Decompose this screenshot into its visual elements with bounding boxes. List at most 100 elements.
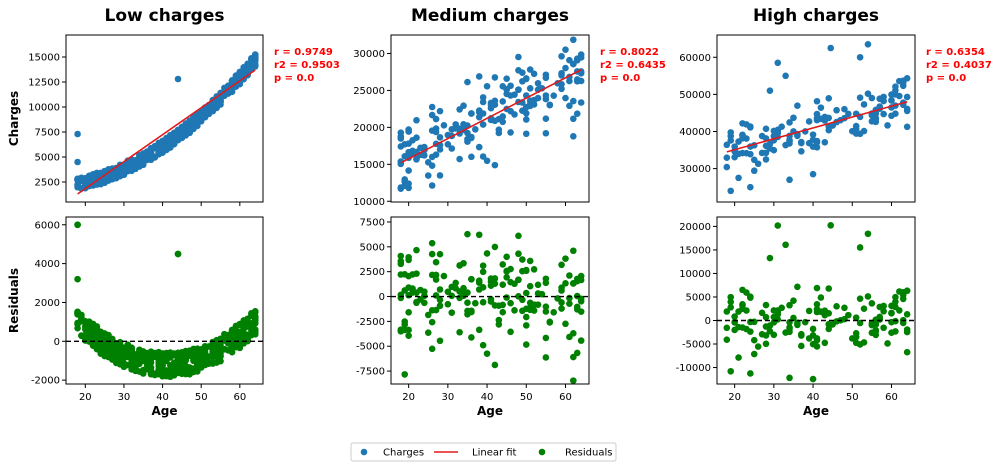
- residual-point: [440, 272, 448, 280]
- residual-point: [892, 298, 899, 306]
- legend-marker: [360, 448, 368, 456]
- charge-point: [827, 44, 834, 52]
- residual-point: [845, 311, 852, 319]
- charge-point: [550, 92, 558, 99]
- residual-point: [546, 318, 554, 326]
- residual-point: [424, 329, 432, 336]
- residual-point: [860, 305, 868, 312]
- residual-point: [251, 308, 259, 315]
- charge-point: [136, 154, 143, 161]
- charge-point: [251, 54, 259, 62]
- charge-point: [558, 72, 565, 79]
- residual-point: [136, 350, 143, 358]
- residual-point: [522, 322, 530, 329]
- x-tick-label: 20: [79, 392, 92, 403]
- residual-point: [491, 275, 499, 282]
- residual-point: [864, 230, 872, 238]
- residual-point: [798, 342, 805, 350]
- x-tick-label: 40: [481, 392, 494, 403]
- charge-point: [790, 114, 797, 122]
- residual-point: [515, 232, 522, 240]
- residual-point: [397, 252, 405, 260]
- charge-point: [562, 94, 569, 102]
- charge-point: [750, 167, 758, 175]
- residual-point: [534, 301, 542, 309]
- residual-point: [550, 309, 558, 316]
- stat-label: r = 0.9749: [274, 47, 333, 58]
- charge-point: [74, 158, 81, 166]
- y-tick-label: 7500: [35, 128, 60, 139]
- y-tick-label: 10000: [353, 197, 385, 208]
- charge-point: [444, 140, 452, 148]
- residual-point: [428, 250, 436, 258]
- charge-point: [460, 102, 467, 110]
- charge-point: [405, 180, 412, 187]
- charge-point: [888, 112, 895, 120]
- residual-point: [522, 341, 530, 348]
- residual-point: [731, 313, 738, 320]
- residual-point: [562, 280, 569, 287]
- residual-point: [128, 366, 135, 373]
- residual-point: [405, 332, 412, 339]
- residual-point: [228, 343, 236, 351]
- y-tick-label: 10000: [679, 269, 711, 280]
- residual-point: [888, 329, 895, 336]
- fit-line: [726, 101, 908, 153]
- y-tick-label: 20000: [353, 123, 385, 134]
- plot-area: [717, 222, 915, 383]
- residual-point: [813, 335, 821, 342]
- charge-point: [570, 97, 577, 105]
- residual-point: [750, 336, 758, 344]
- legend-item-label: Charges: [383, 448, 424, 459]
- residual-point: [577, 308, 585, 315]
- charge-point: [251, 61, 259, 69]
- y-tick-label: 60000: [679, 53, 711, 64]
- residual-point: [472, 299, 479, 307]
- residual-point: [566, 272, 573, 279]
- x-tick-label: 40: [156, 392, 169, 403]
- charge-point: [240, 64, 247, 71]
- residual-point: [566, 294, 573, 302]
- residual-point: [558, 305, 565, 312]
- axes-frame: [65, 34, 264, 203]
- y-tick-label: 6000: [35, 220, 60, 231]
- charge-point: [542, 92, 550, 99]
- residual-point: [892, 317, 899, 325]
- charge-point: [491, 161, 499, 169]
- legend-item-label: Linear fit: [472, 448, 517, 459]
- charge-point: [109, 173, 116, 181]
- chart-title: Medium charges: [411, 6, 569, 26]
- charge-point: [868, 94, 876, 102]
- charge-point: [852, 130, 860, 137]
- stat-label: r2 = 0.4037: [926, 60, 992, 71]
- residual-point: [747, 328, 754, 335]
- charge-point: [880, 110, 887, 118]
- residual-point: [542, 354, 550, 361]
- charge-point: [519, 69, 526, 76]
- residual-point: [186, 364, 193, 371]
- residual-point: [817, 294, 825, 301]
- charge-point: [479, 153, 487, 160]
- charge-point: [491, 97, 499, 105]
- stat-label: r = 0.6354: [926, 47, 985, 58]
- residual-point: [515, 276, 522, 284]
- legend: Charges Linear fit Residuals: [350, 442, 617, 462]
- charge-point: [97, 180, 105, 188]
- charge-point: [542, 74, 550, 82]
- residual-point: [120, 352, 128, 360]
- residual-point: [224, 334, 232, 342]
- residual-point: [798, 330, 805, 338]
- residual-point: [860, 339, 868, 346]
- residual-point: [507, 328, 514, 336]
- residual-point: [448, 292, 456, 300]
- charge-point: [786, 119, 793, 126]
- residual-point: [852, 339, 860, 347]
- residual-point: [491, 243, 499, 251]
- plot-area: [74, 51, 259, 195]
- charge-point: [570, 36, 577, 44]
- axes-frame: [390, 34, 590, 203]
- charge-point: [526, 102, 534, 109]
- x-tick-label: 60: [233, 392, 246, 403]
- residual-point: [542, 334, 550, 342]
- residual-point: [401, 287, 409, 294]
